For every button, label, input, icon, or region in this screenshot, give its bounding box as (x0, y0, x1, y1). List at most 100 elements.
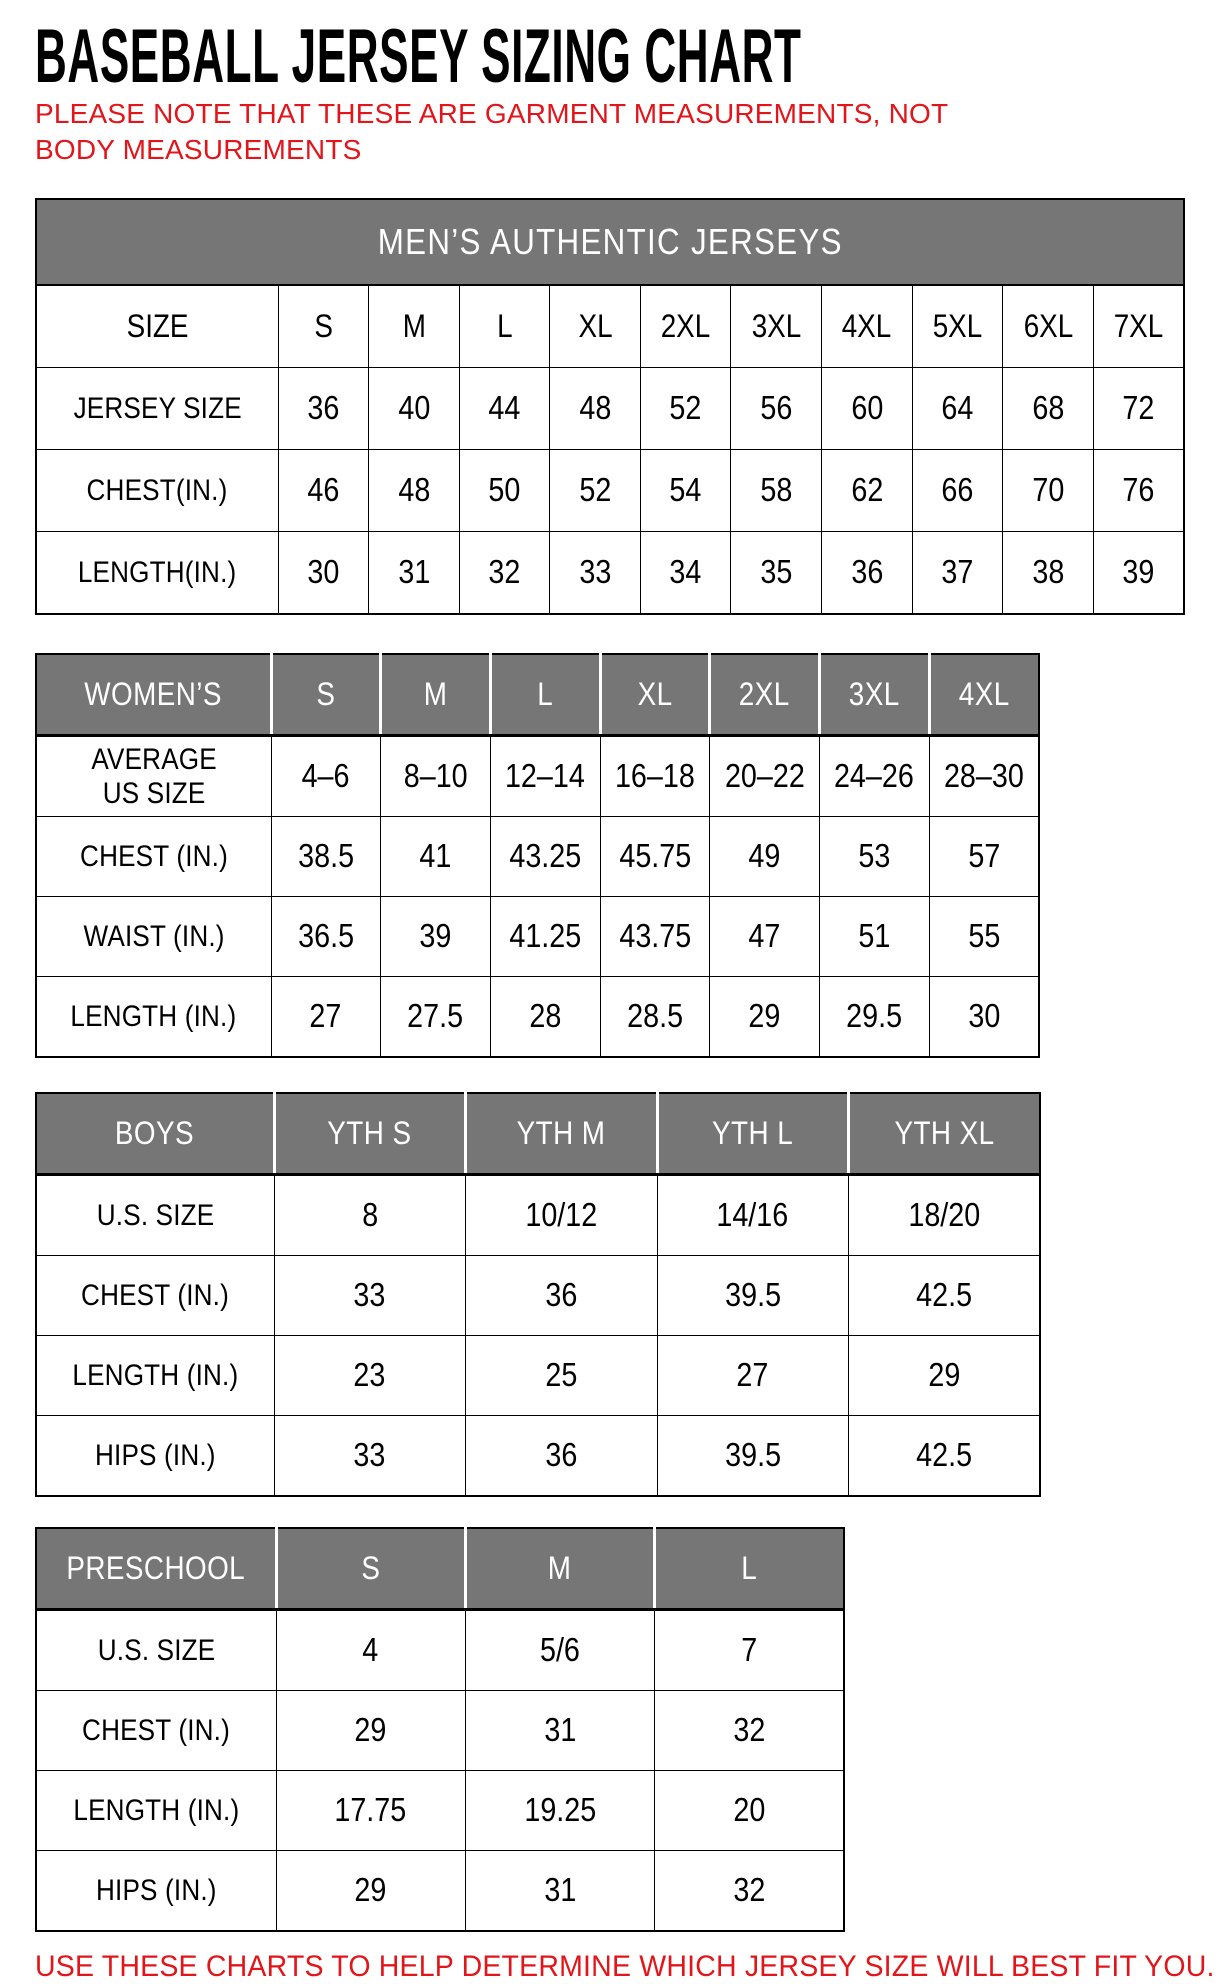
table-row: LENGTH(IN.) 30 31 32 33 34 35 36 37 38 39 (35, 531, 1185, 615)
cell-value: 41.25 (509, 917, 582, 955)
cell-value: 38.5 (297, 837, 354, 875)
table-cell: 38 (1002, 531, 1094, 615)
column-header: 2XL (708, 653, 821, 737)
cell-value: 45.75 (619, 837, 691, 875)
column-header-label: L (496, 308, 513, 344)
cell-value: 8–10 (403, 757, 468, 795)
cell-value: 39.5 (724, 1276, 781, 1314)
cell-value: 72 (1122, 389, 1155, 427)
table-cell: 24–26 (819, 735, 930, 817)
cell-value: 27.5 (407, 997, 464, 1035)
cell-value: 39 (419, 917, 452, 955)
column-header: YTH M (464, 1092, 658, 1176)
column-header: YTH XL (847, 1092, 1041, 1176)
cell-value: 68 (1032, 389, 1065, 427)
table-cell: 27 (656, 1335, 849, 1416)
table-cell: 31 (368, 531, 460, 615)
header-row: WOMEN’S S M L XL 2XL 3XL 4XL (35, 653, 1040, 737)
column-header-label: BOYS (115, 1115, 195, 1151)
cell-value: 36 (307, 389, 340, 427)
table-cell: 36 (465, 1255, 658, 1336)
cell-value: 29 (748, 997, 781, 1035)
table-cell: 30 (277, 531, 370, 615)
column-header-label: S (361, 1550, 381, 1586)
column-header: WOMEN’S (35, 653, 272, 737)
cell-value: 76 (1122, 471, 1155, 509)
column-header-label: 2XL (660, 308, 711, 344)
table-cell: 33 (549, 531, 641, 615)
table-cell: 44 (458, 367, 551, 450)
row-label-text: LENGTH (IN.) (70, 999, 237, 1033)
table-cell: 28–30 (928, 735, 1040, 817)
column-header-label: 2XL (739, 676, 791, 712)
table-cell: 39 (380, 896, 491, 977)
column-header: L (458, 284, 551, 368)
cell-value: 51 (858, 917, 891, 955)
cell-value: 53 (858, 837, 891, 875)
cell-value: 32 (488, 553, 521, 591)
cell-value: 54 (669, 471, 702, 509)
table-row: JERSEY SIZE 36 40 44 48 52 56 60 64 68 72 (35, 367, 1185, 450)
table-cell: 28 (489, 976, 601, 1058)
table-cell: 35 (730, 531, 823, 615)
table-banner-cell: MEN’S AUTHENTIC JERSEYS (35, 198, 1185, 286)
column-header-label: SIZE (126, 308, 189, 344)
cell-value: 4 (362, 1631, 379, 1669)
cell-value: 39.5 (724, 1436, 781, 1474)
cell-value: 33 (353, 1436, 386, 1474)
column-header-label: PRESCHOOL (66, 1550, 246, 1586)
column-header-label: 4XL (958, 676, 1010, 712)
row-label-text: JERSEY SIZE (73, 391, 242, 425)
table-cell: 32 (654, 1850, 845, 1932)
table-cell: 46 (277, 449, 370, 532)
row-label: CHEST (IN.) (35, 816, 272, 897)
table-cell: 36 (277, 367, 370, 450)
cell-value: 56 (760, 389, 793, 427)
row-label: U.S. SIZE (35, 1609, 277, 1691)
table-cell: 17.75 (275, 1770, 466, 1851)
table-cell: 68 (1002, 367, 1094, 450)
cell-value: 31 (397, 553, 430, 591)
table-cell: 29 (709, 976, 821, 1058)
table-cell: 58 (730, 449, 823, 532)
table-cell: 56 (730, 367, 823, 450)
cell-value: 43.25 (509, 837, 582, 875)
cell-value: 36 (545, 1436, 578, 1474)
row-label-text: U.S. SIZE (97, 1633, 216, 1667)
table-cell: 60 (821, 367, 913, 450)
table-cell: 31 (464, 1850, 656, 1932)
table-cell: 29 (275, 1690, 466, 1771)
table-cell: 42.5 (848, 1255, 1041, 1336)
row-label: HIPS (IN.) (35, 1415, 275, 1497)
cell-value: 8 (361, 1196, 378, 1234)
row-label: JERSEY SIZE (35, 367, 279, 450)
table-cell: 18/20 (848, 1174, 1041, 1256)
cell-value: 50 (488, 471, 521, 509)
garment-measurements-note: PLEASE NOTE THAT THESE ARE GARMENT MEASU… (35, 98, 948, 165)
row-label-text: CHEST(IN.) (86, 473, 228, 507)
cell-value: 41 (419, 837, 452, 875)
cell-value: 31 (544, 1711, 576, 1749)
table-cell: 37 (911, 531, 1004, 615)
table-cell: 40 (368, 367, 460, 450)
womens-sizing-table: WOMEN’S S M L XL 2XL 3XL 4XL AVERAGE US SIZE 4–6 8… (35, 653, 1040, 1058)
column-header-label: XL (578, 308, 613, 344)
page-title: BASEBALL JERSEY SIZING CHART (35, 14, 802, 99)
cell-value: 20 (733, 1791, 766, 1829)
footer-text: USE THESE CHARTS TO HELP DETERMINE WHICH… (35, 1950, 1215, 1983)
cell-value: 27 (736, 1356, 769, 1394)
column-header: 3XL (730, 284, 823, 368)
cell-value: 27 (309, 997, 342, 1035)
cell-value: 62 (850, 471, 883, 509)
table-row: LENGTH (IN.) 23 25 27 29 (35, 1335, 1041, 1416)
row-label-text: WAIST (IN.) (83, 919, 225, 953)
row-label: LENGTH (IN.) (35, 1770, 277, 1851)
table-cell: 52 (639, 367, 732, 450)
column-header-label: WOMEN’S (84, 676, 223, 712)
table-cell: 51 (819, 896, 930, 977)
column-header-label: 4XL (842, 308, 892, 344)
cell-value: 23 (353, 1356, 386, 1394)
row-label-text: HIPS (IN.) (94, 1438, 216, 1472)
cell-value: 52 (669, 389, 702, 427)
table-cell: 14/16 (656, 1174, 849, 1256)
